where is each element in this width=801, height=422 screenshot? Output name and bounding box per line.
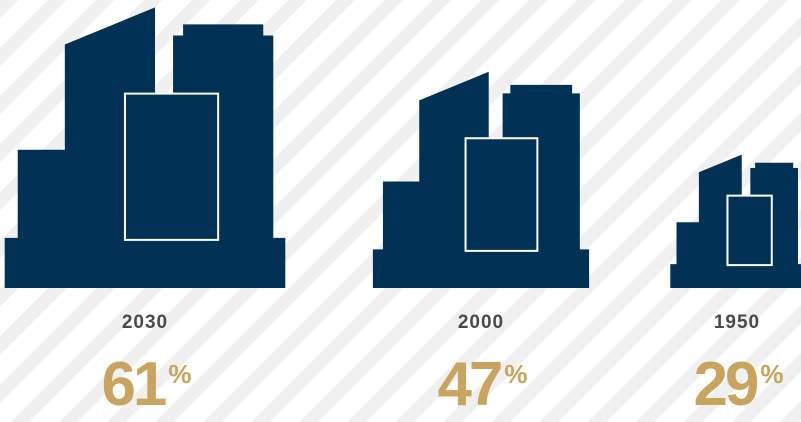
building-part [5, 238, 286, 288]
building-part [373, 249, 589, 288]
building-part [466, 138, 538, 251]
year-label: 2030 [122, 312, 168, 333]
year-label: 1950 [714, 312, 760, 333]
building-part [670, 264, 801, 288]
building-part [727, 196, 771, 266]
chart: 203061%200047%195029% [0, 0, 801, 422]
building-part [125, 94, 218, 240]
year-label: 2000 [458, 312, 504, 333]
